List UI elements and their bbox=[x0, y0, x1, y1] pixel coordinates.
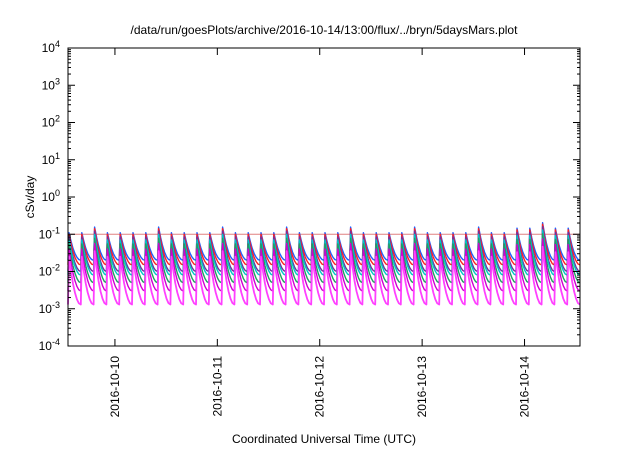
x-tick-label-4: 2016-10-14 bbox=[518, 356, 532, 418]
y-tick-label-6: 102 bbox=[42, 114, 60, 130]
x-tick-label-2: 2016-10-12 bbox=[313, 356, 327, 418]
x-tick-label-1: 2016-10-11 bbox=[210, 356, 224, 417]
y-tick-label-3: 10-1 bbox=[39, 225, 60, 241]
y-tick-label-4: 100 bbox=[42, 188, 60, 204]
y-tick-label-8: 104 bbox=[42, 39, 60, 55]
y-tick-label-0: 10-4 bbox=[39, 337, 60, 353]
y-axis-label: cSv/day bbox=[23, 176, 37, 219]
x-tick-label-3: 2016-10-13 bbox=[415, 356, 429, 418]
x-axis-label: Coordinated Universal Time (UTC) bbox=[232, 432, 416, 446]
axes-layer: 10-4 10-3 10-2 10-1 100 101 102 103 104 2016-10-1… bbox=[39, 39, 581, 418]
y-tick-label-1: 10-3 bbox=[39, 300, 60, 316]
chart-title: /data/run/goesPlots/archive/2016-10-14/1… bbox=[131, 23, 519, 37]
y-tick-label-7: 103 bbox=[42, 76, 60, 92]
y-tick-label-5: 101 bbox=[42, 151, 60, 167]
y-tick-label-2: 10-2 bbox=[39, 263, 60, 279]
series-line-6 bbox=[67, 245, 581, 306]
x-tick-label-0: 2016-10-10 bbox=[108, 356, 122, 418]
series-layer bbox=[67, 222, 581, 306]
